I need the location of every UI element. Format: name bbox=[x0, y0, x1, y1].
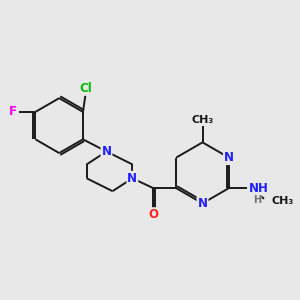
Text: N: N bbox=[128, 172, 137, 185]
Text: O: O bbox=[148, 208, 158, 221]
Text: Cl: Cl bbox=[79, 82, 92, 95]
Text: N: N bbox=[197, 197, 208, 210]
Text: H: H bbox=[253, 195, 261, 205]
Text: N: N bbox=[224, 151, 234, 164]
Text: F: F bbox=[9, 105, 17, 119]
Text: CH₃: CH₃ bbox=[272, 196, 294, 206]
Text: CH₃: CH₃ bbox=[191, 115, 214, 125]
Text: NH: NH bbox=[249, 182, 268, 195]
Text: N: N bbox=[101, 145, 112, 158]
